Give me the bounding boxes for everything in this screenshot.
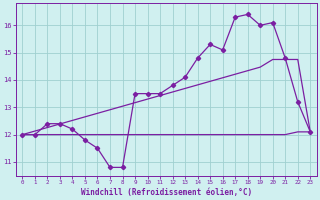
X-axis label: Windchill (Refroidissement éolien,°C): Windchill (Refroidissement éolien,°C)	[81, 188, 252, 197]
